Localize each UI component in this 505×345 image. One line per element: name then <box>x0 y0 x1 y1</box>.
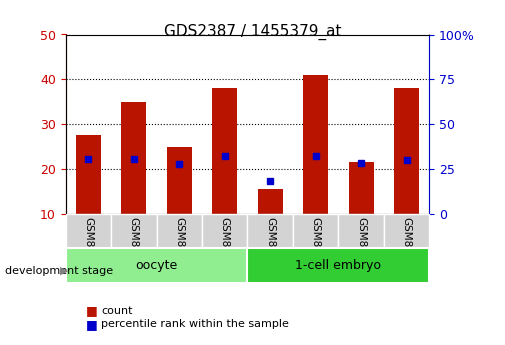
Text: GSM89972: GSM89972 <box>220 217 230 274</box>
Bar <box>212 88 237 214</box>
FancyBboxPatch shape <box>66 248 247 283</box>
Text: percentile rank within the sample: percentile rank within the sample <box>101 319 289 329</box>
FancyBboxPatch shape <box>293 214 338 248</box>
Text: GSM89971: GSM89971 <box>174 217 184 274</box>
FancyBboxPatch shape <box>66 214 111 248</box>
FancyBboxPatch shape <box>247 214 293 248</box>
Text: GSM89999: GSM89999 <box>401 217 412 274</box>
Text: oocyte: oocyte <box>135 259 178 272</box>
Text: development stage: development stage <box>5 266 113 276</box>
Text: GSM89973: GSM89973 <box>265 217 275 274</box>
Text: ▶: ▶ <box>60 266 68 276</box>
FancyBboxPatch shape <box>384 214 429 248</box>
Text: ■: ■ <box>86 318 97 331</box>
Bar <box>348 162 374 214</box>
Bar <box>394 88 419 214</box>
Bar <box>76 135 101 214</box>
Text: GSM89974: GSM89974 <box>311 217 321 274</box>
Text: 1-cell embryo: 1-cell embryo <box>295 259 381 272</box>
Text: ■: ■ <box>86 304 97 317</box>
Bar <box>121 102 146 214</box>
Text: count: count <box>101 306 132 315</box>
Text: GSM89975: GSM89975 <box>356 217 366 274</box>
FancyBboxPatch shape <box>338 214 384 248</box>
Bar <box>167 147 192 214</box>
Bar <box>258 189 283 214</box>
FancyBboxPatch shape <box>202 214 247 248</box>
FancyBboxPatch shape <box>157 214 202 248</box>
FancyBboxPatch shape <box>111 214 157 248</box>
Text: GDS2387 / 1455379_at: GDS2387 / 1455379_at <box>164 24 341 40</box>
Text: GSM89970: GSM89970 <box>129 217 139 274</box>
Bar <box>303 75 328 214</box>
Text: GSM89969: GSM89969 <box>83 217 93 274</box>
FancyBboxPatch shape <box>247 248 429 283</box>
